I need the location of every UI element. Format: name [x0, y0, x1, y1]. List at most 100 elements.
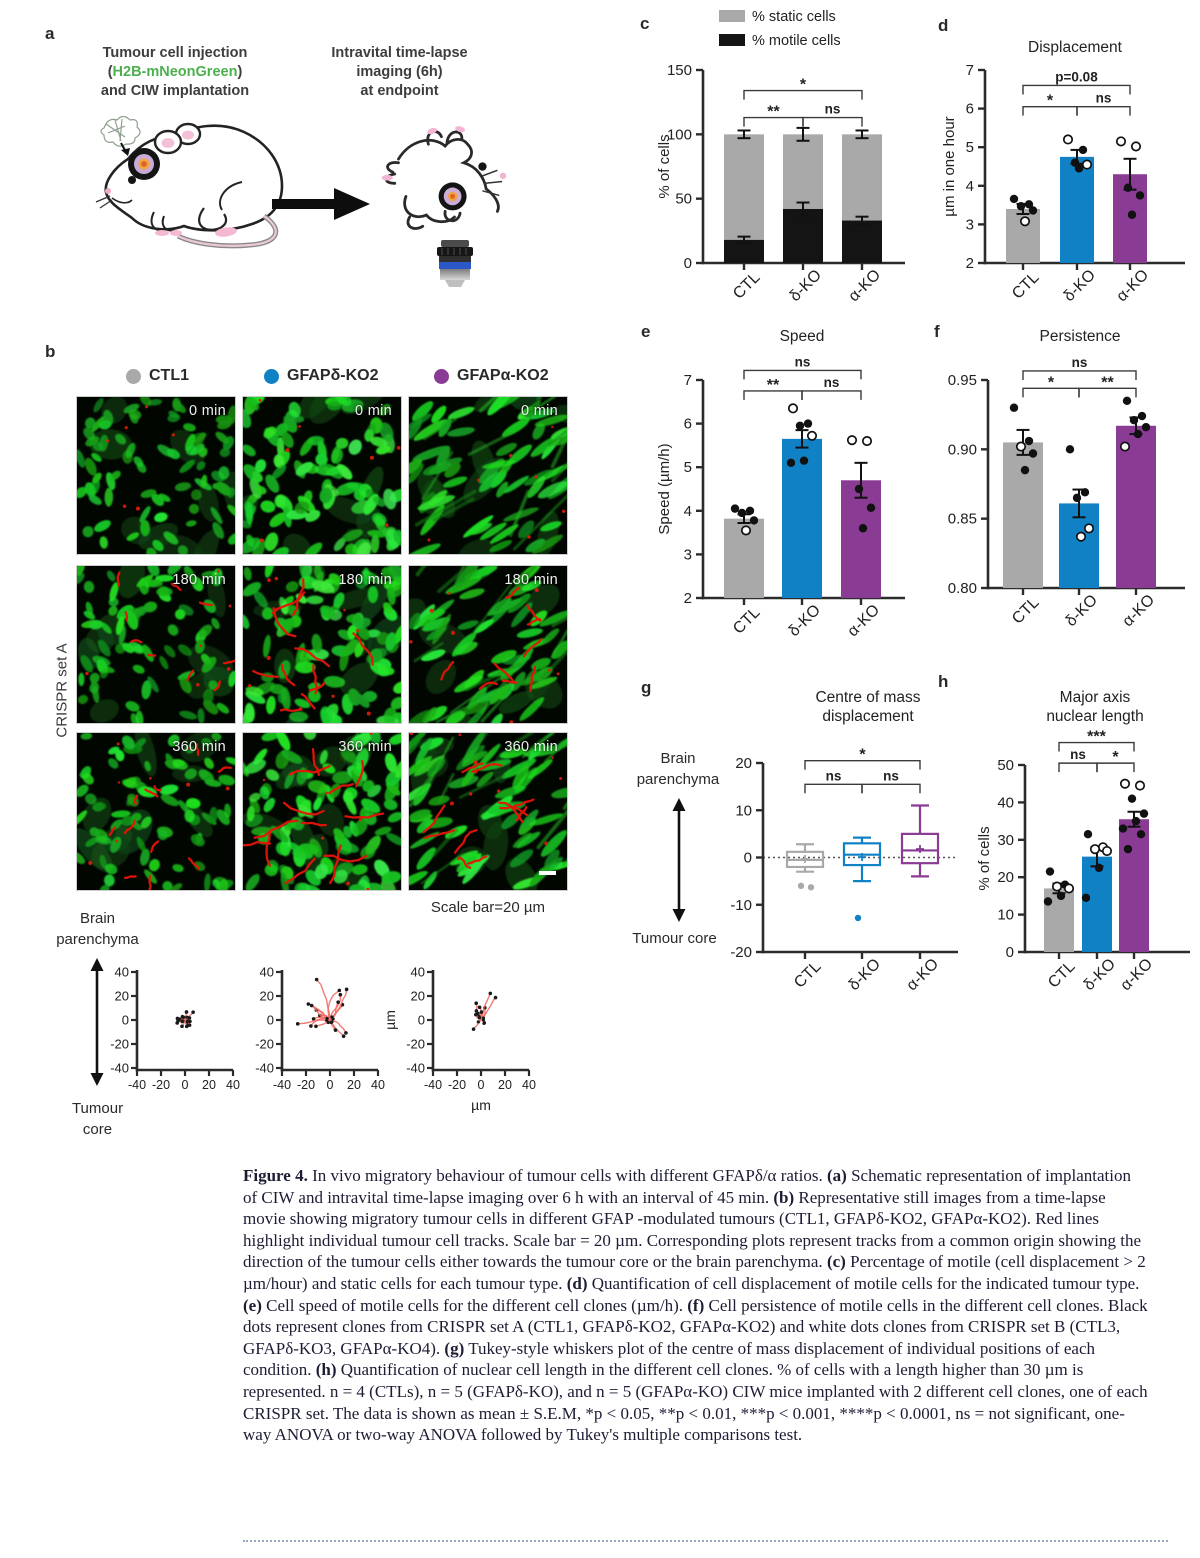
time-label: 180 min — [172, 572, 226, 588]
svg-text:-20: -20 — [255, 1037, 274, 1052]
svg-text:µm: µm — [383, 1010, 398, 1030]
panel-h-letter: h — [938, 672, 949, 691]
svg-text:**: ** — [767, 104, 780, 121]
micrograph-grid: 0 min 0 min 0 min 180 min 180 min 180 min 360 … — [77, 397, 567, 890]
svg-text:α-KO: α-KO — [1117, 955, 1156, 994]
svg-text:0: 0 — [478, 1078, 485, 1092]
svg-text:0: 0 — [267, 1013, 274, 1028]
svg-text:40: 40 — [115, 965, 129, 980]
mouse-eye — [128, 176, 136, 184]
svg-text:0: 0 — [744, 850, 752, 867]
micrograph-image — [77, 733, 235, 890]
svg-text:% of cells: % of cells — [976, 826, 993, 890]
svg-text:displacement: displacement — [822, 708, 914, 725]
brain-parenchyma-label: Brain parenchyma — [56, 910, 139, 948]
svg-text:δ-KO: δ-KO — [1063, 592, 1101, 630]
svg-text:40: 40 — [997, 794, 1014, 811]
svg-text:µm: µm — [471, 1097, 491, 1113]
left-caption-line1: Tumour cell injection — [102, 45, 248, 61]
mouse-eye — [478, 162, 487, 171]
legend-label: CTL1 — [149, 367, 189, 384]
micrograph-cell: 360 min — [409, 733, 567, 890]
svg-text:CTL: CTL — [791, 958, 824, 991]
svg-text:50: 50 — [997, 757, 1014, 774]
chart-persistence: Persistence 0.80 0.85 0.90 0.95 CTL δ-KO α-KO * *… — [940, 315, 1200, 665]
svg-text:CTL: CTL — [1045, 958, 1078, 991]
mouse-nose — [105, 188, 111, 194]
left-caption-line3: and CIW implantation — [100, 83, 250, 99]
svg-text:20: 20 — [202, 1078, 216, 1092]
chart-speed: Speed Speed (µm/h) 2 3 4 5 6 7 CTL δ-KO α-KO ** ns ns — [655, 315, 915, 665]
svg-text:ns: ns — [795, 354, 811, 369]
workflow-arrow-icon — [272, 188, 370, 220]
svg-text:0: 0 — [1006, 944, 1014, 961]
panel-c-letter: c — [640, 14, 650, 33]
svg-text:40: 40 — [260, 965, 274, 980]
time-label: 0 min — [355, 403, 392, 419]
svg-text:10: 10 — [997, 907, 1014, 924]
gfapa-ko2-color-dot-icon — [434, 368, 449, 384]
svg-text:-40: -40 — [128, 1078, 146, 1092]
svg-text:CTL: CTL — [730, 269, 763, 302]
ctl1-color-dot-icon — [126, 368, 141, 384]
legend-item-gfapd-ko2: GFAPδ-KO2 — [264, 367, 379, 385]
svg-text:3: 3 — [966, 216, 974, 233]
svg-text:α-KO: α-KO — [1113, 266, 1152, 305]
svg-text:ns: ns — [1096, 91, 1112, 106]
direction-double-arrow-icon — [90, 958, 104, 1086]
micrograph-cell: 360 min — [243, 733, 401, 890]
svg-text:% of cells: % of cells — [656, 134, 673, 198]
micrograph-image — [243, 397, 401, 554]
svg-text:20: 20 — [498, 1078, 512, 1092]
right-caption-line1: Intravital time-lapse — [331, 45, 468, 61]
svg-text:*: * — [859, 747, 866, 764]
svg-text:0: 0 — [327, 1078, 334, 1092]
svg-text:20: 20 — [260, 989, 274, 1004]
svg-text:***: *** — [1087, 729, 1106, 746]
panel-g-letter: g — [641, 678, 652, 697]
svg-text:0.90: 0.90 — [948, 441, 977, 458]
svg-text:Major axis: Major axis — [1060, 689, 1131, 706]
time-label: 360 min — [504, 739, 558, 755]
scale-bar-note: Scale bar=20 µm — [430, 899, 545, 916]
svg-text:p=0.08: p=0.08 — [1055, 69, 1098, 84]
micrograph-image — [409, 397, 567, 554]
h2b-mneongreen-label: H2B-mNeonGreen — [112, 64, 238, 80]
svg-text:0: 0 — [684, 255, 692, 272]
svg-text:40: 40 — [226, 1078, 240, 1092]
svg-text:% motile cells: % motile cells — [752, 33, 841, 49]
svg-text:-40: -40 — [406, 1061, 425, 1076]
time-label: 0 min — [189, 403, 226, 419]
svg-text:0.80: 0.80 — [948, 580, 977, 597]
time-label: 360 min — [338, 739, 392, 755]
svg-text:100: 100 — [667, 126, 692, 143]
svg-text:µm in one hour: µm in one hour — [941, 116, 958, 216]
svg-text:0: 0 — [182, 1078, 189, 1092]
cranial-window-icon — [128, 148, 160, 180]
tumour-cells-scribble-icon — [100, 115, 141, 147]
svg-text:0.85: 0.85 — [948, 511, 977, 528]
svg-text:20: 20 — [997, 869, 1014, 886]
svg-text:*: * — [1048, 374, 1055, 391]
svg-text:10: 10 — [735, 802, 752, 819]
svg-text:-20: -20 — [297, 1078, 315, 1092]
svg-text:α-KO: α-KO — [1119, 591, 1158, 630]
left-caption-line2: (H2B-mNeonGreen) — [107, 64, 243, 80]
svg-text:4: 4 — [966, 178, 974, 195]
svg-text:50: 50 — [675, 191, 692, 208]
svg-text:CTL: CTL — [730, 604, 763, 637]
svg-text:150: 150 — [667, 62, 692, 79]
panel-a-letter: a — [45, 24, 55, 43]
svg-text:**: ** — [1101, 374, 1114, 391]
svg-text:% static cells: % static cells — [752, 9, 836, 25]
svg-text:*: * — [800, 77, 807, 94]
svg-text:40: 40 — [522, 1078, 536, 1092]
panel-a-right-caption: Intravital time-lapse imaging (6h) at en… — [312, 44, 487, 101]
svg-text:40: 40 — [411, 965, 425, 980]
svg-text:-10: -10 — [730, 897, 752, 914]
svg-text:4: 4 — [684, 503, 692, 520]
svg-text:2: 2 — [966, 255, 974, 272]
mouse-hind-leg — [198, 207, 228, 231]
micrograph-image — [409, 733, 567, 890]
